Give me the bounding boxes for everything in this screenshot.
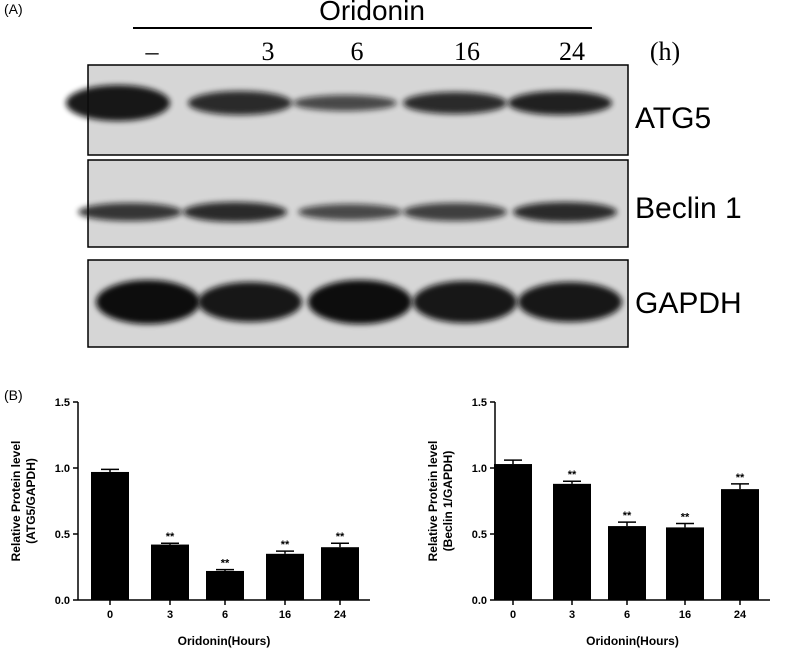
blot-band [413, 281, 517, 323]
blot-band [78, 203, 182, 221]
x-tick-label: 16 [679, 609, 691, 621]
lane-label: – [145, 37, 160, 66]
blot-band [183, 202, 287, 222]
x-tick-label: 24 [334, 609, 347, 621]
x-axis-title: Oridonin(Hours) [178, 634, 271, 648]
x-tick-label: 24 [734, 609, 747, 621]
y-axis-title: (Beclin 1/GAPDH) [441, 451, 455, 552]
lane-label: 3 [262, 37, 275, 66]
y-tick-label: 0.5 [55, 529, 70, 541]
blot-band [403, 92, 507, 114]
y-tick-label: 1.5 [55, 397, 70, 409]
blot-band [308, 280, 412, 324]
x-tick-label: 3 [569, 609, 575, 621]
y-tick-label: 0.0 [472, 595, 487, 607]
x-axis-title: Oridonin(Hours) [586, 634, 679, 648]
significance-label: ** [623, 510, 632, 522]
blot-panels [66, 64, 629, 348]
significance-label: ** [336, 531, 345, 543]
lane-label: 6 [351, 37, 364, 66]
blot-band [298, 204, 402, 220]
y-tick-label: 0.0 [55, 595, 70, 607]
y-tick-label: 1.5 [472, 397, 487, 409]
unit-label: (h) [650, 37, 680, 66]
significance-label: ** [736, 472, 745, 484]
blot-band [518, 282, 622, 322]
protein-label: ATG5 [635, 102, 711, 135]
y-tick-label: 1.0 [55, 463, 70, 475]
x-tick-label: 0 [107, 609, 113, 621]
treatment-label: Oridonin [319, 0, 425, 26]
blot-band [513, 202, 617, 222]
panel-label: (B) [4, 387, 23, 403]
y-tick-label: 1.0 [472, 463, 487, 475]
significance-label: ** [221, 558, 230, 570]
x-tick-label: 6 [624, 609, 630, 621]
significance-label: ** [166, 531, 175, 543]
y-tick-label: 0.5 [472, 529, 487, 541]
lane-label: 16 [454, 37, 480, 66]
significance-label: ** [281, 539, 290, 551]
blot-band [188, 91, 292, 115]
bar [494, 464, 532, 600]
panel-label: (A) [4, 1, 23, 17]
blot-band [198, 282, 302, 322]
significance-label: ** [568, 469, 577, 481]
bar [666, 527, 704, 600]
blot-band [403, 203, 507, 221]
bar [721, 489, 759, 600]
y-axis-title: Relative Protein level [9, 441, 23, 562]
blot-band [66, 85, 170, 121]
x-tick-label: 3 [167, 609, 173, 621]
bar [91, 471, 129, 600]
bar [266, 553, 304, 600]
blot-band [508, 91, 612, 115]
bar [151, 544, 189, 600]
protein-label: GAPDH [635, 287, 742, 320]
y-axis-title: Relative Protein level [426, 441, 440, 562]
blot-band [96, 280, 200, 324]
bar [321, 547, 359, 600]
x-tick-label: 16 [279, 609, 291, 621]
x-tick-label: 0 [510, 609, 516, 621]
lane-label: 24 [559, 37, 585, 66]
bar [553, 483, 591, 600]
bar [608, 526, 646, 600]
blot-band [293, 95, 397, 111]
protein-label: Beclin 1 [635, 192, 742, 225]
significance-label: ** [681, 511, 690, 523]
x-tick-label: 6 [222, 609, 228, 621]
bar [206, 570, 244, 600]
y-axis-title: (ATG5/GAPDH) [24, 458, 38, 544]
